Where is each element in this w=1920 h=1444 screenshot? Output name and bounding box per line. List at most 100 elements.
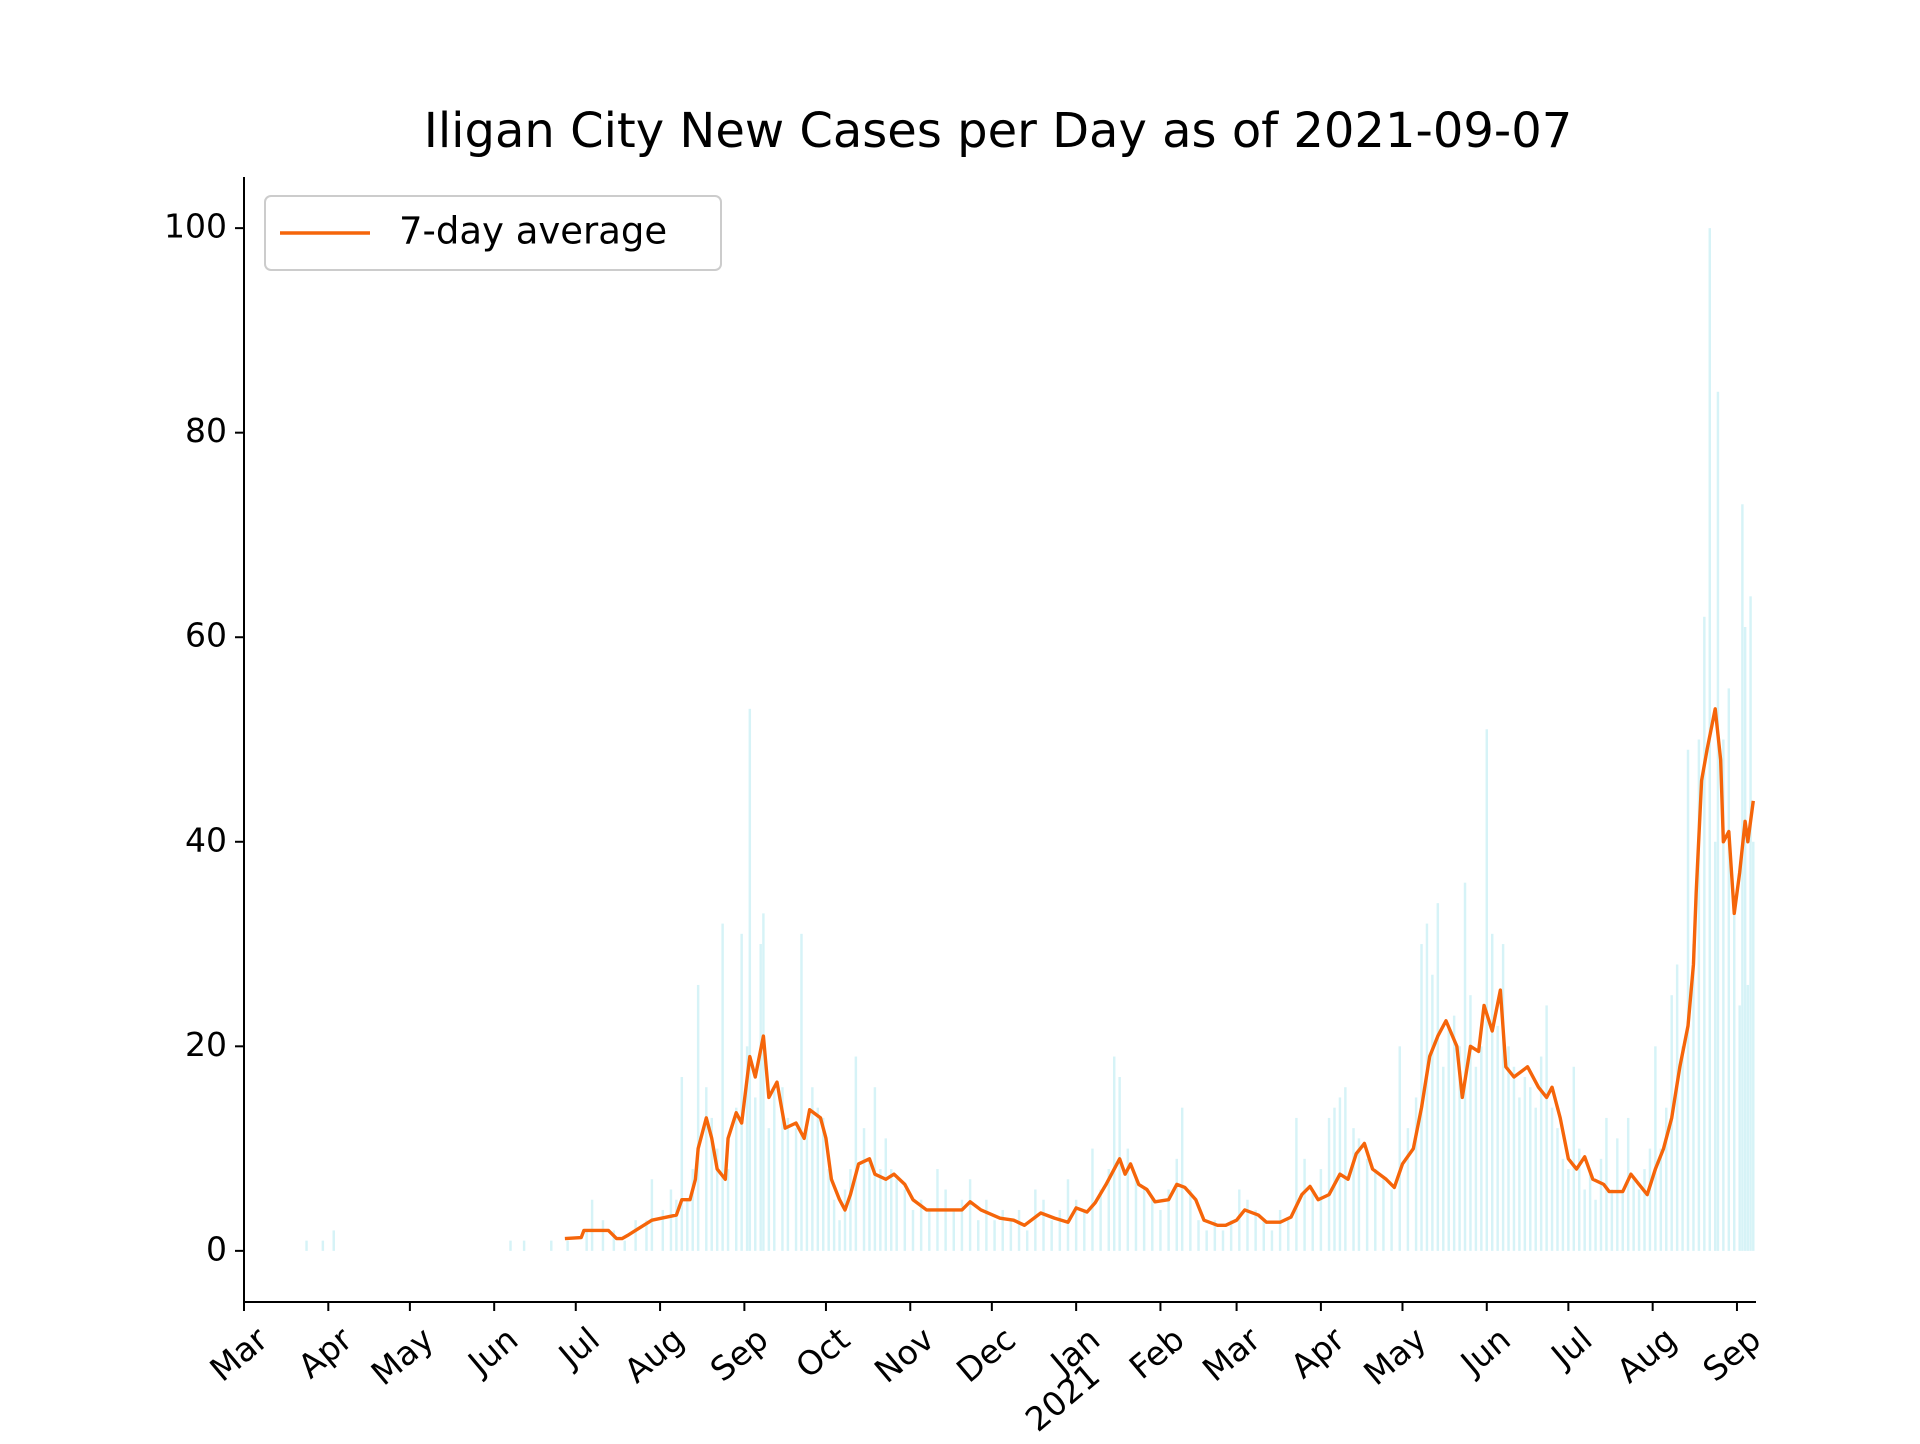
bar: [1610, 1189, 1614, 1251]
bar: [903, 1189, 907, 1251]
bar: [1425, 923, 1429, 1251]
x-tick-label: Jul: [1542, 1319, 1599, 1376]
bar: [919, 1199, 923, 1251]
bar: [1741, 504, 1744, 1251]
bar: [879, 1169, 882, 1251]
bar: [1365, 1158, 1369, 1251]
bar: [1390, 1189, 1393, 1251]
x-tick-label: Jul: [550, 1319, 607, 1376]
bar: [1518, 1097, 1521, 1251]
bar: [1197, 1220, 1200, 1251]
bar: [838, 1220, 841, 1251]
bar: [1118, 1077, 1121, 1251]
bar: [1643, 1169, 1646, 1251]
x-tick-label: Oct: [788, 1319, 857, 1386]
bar: [832, 1199, 836, 1251]
bar: [590, 1199, 594, 1251]
bar: [1083, 1209, 1086, 1251]
bar: [1512, 1066, 1516, 1251]
bar: [332, 1230, 335, 1251]
bar: [1001, 1209, 1004, 1251]
bar: [1436, 903, 1440, 1251]
bar: [1357, 1138, 1361, 1251]
bar: [862, 1128, 866, 1251]
bar: [786, 1117, 790, 1251]
bar: [1278, 1209, 1282, 1251]
x-tick-label: May: [364, 1319, 441, 1393]
bar: [944, 1189, 947, 1251]
bar: [1213, 1220, 1217, 1251]
bar: [1311, 1189, 1314, 1251]
bar: [1034, 1189, 1037, 1251]
bar: [1352, 1128, 1355, 1251]
bar: [1616, 1138, 1619, 1251]
x-tick-label: May: [1356, 1319, 1433, 1393]
bar: [1463, 882, 1467, 1251]
bar: [1523, 1077, 1527, 1251]
bar: [1058, 1209, 1062, 1251]
bar: [1344, 1087, 1347, 1251]
bar: [721, 923, 724, 1251]
bar: [669, 1189, 673, 1251]
bar: [509, 1240, 512, 1251]
bar: [977, 1220, 980, 1251]
x-tick-label: Jun: [459, 1319, 525, 1383]
bar: [827, 1169, 830, 1251]
bar: [1583, 1189, 1586, 1251]
bar: [1099, 1189, 1102, 1251]
bar: [1066, 1179, 1070, 1251]
legend-box: [264, 195, 722, 271]
bar: [696, 984, 700, 1251]
bar: [993, 1220, 996, 1251]
bar: [1017, 1209, 1021, 1251]
bar: [1180, 1107, 1184, 1251]
bar: [1534, 1107, 1537, 1251]
bar: [854, 1056, 858, 1251]
bar: [1727, 688, 1731, 1251]
bar: [1578, 1148, 1581, 1251]
bar: [822, 1117, 825, 1251]
bar: [1550, 1107, 1554, 1251]
bar: [745, 1046, 749, 1251]
bar: [1722, 739, 1725, 1251]
bar: [1295, 1117, 1298, 1251]
bar: [1447, 1025, 1450, 1251]
bar: [849, 1169, 852, 1251]
x-tick-label: Sep: [703, 1319, 776, 1389]
bar: [675, 1199, 678, 1251]
bar: [1746, 984, 1750, 1251]
bar: [1254, 1209, 1257, 1251]
bar: [1675, 964, 1679, 1251]
bar: [645, 1220, 648, 1251]
bar: [1189, 1189, 1192, 1251]
bar: [1507, 1046, 1510, 1251]
bar: [1485, 729, 1489, 1251]
bar: [1142, 1189, 1146, 1251]
bar: [1431, 974, 1434, 1251]
bar: [1374, 1169, 1377, 1251]
bar: [566, 1240, 569, 1251]
bar: [1262, 1220, 1266, 1251]
bar: [1159, 1209, 1162, 1251]
bar: [710, 1117, 713, 1251]
bar: [715, 1148, 719, 1251]
bar: [661, 1209, 665, 1251]
bar: [623, 1240, 626, 1251]
x-tick-label: Apr: [291, 1319, 360, 1386]
bar: [1621, 1189, 1624, 1251]
bar: [585, 1230, 588, 1251]
bar: [1659, 1148, 1663, 1251]
bar: [816, 1107, 820, 1251]
legend: 7-day average: [264, 195, 722, 271]
bar: [1738, 1005, 1741, 1251]
bar: [911, 1209, 915, 1251]
bar: [1074, 1199, 1078, 1251]
bar: [1229, 1220, 1233, 1251]
x-tick-label: Sep: [1695, 1319, 1768, 1389]
bar: [1333, 1107, 1336, 1251]
bar: [1221, 1230, 1225, 1251]
x-tick-label: Feb: [1122, 1319, 1192, 1386]
y-tick-label: 100: [164, 207, 227, 246]
bar: [650, 1179, 654, 1251]
bar: [1681, 1046, 1684, 1251]
